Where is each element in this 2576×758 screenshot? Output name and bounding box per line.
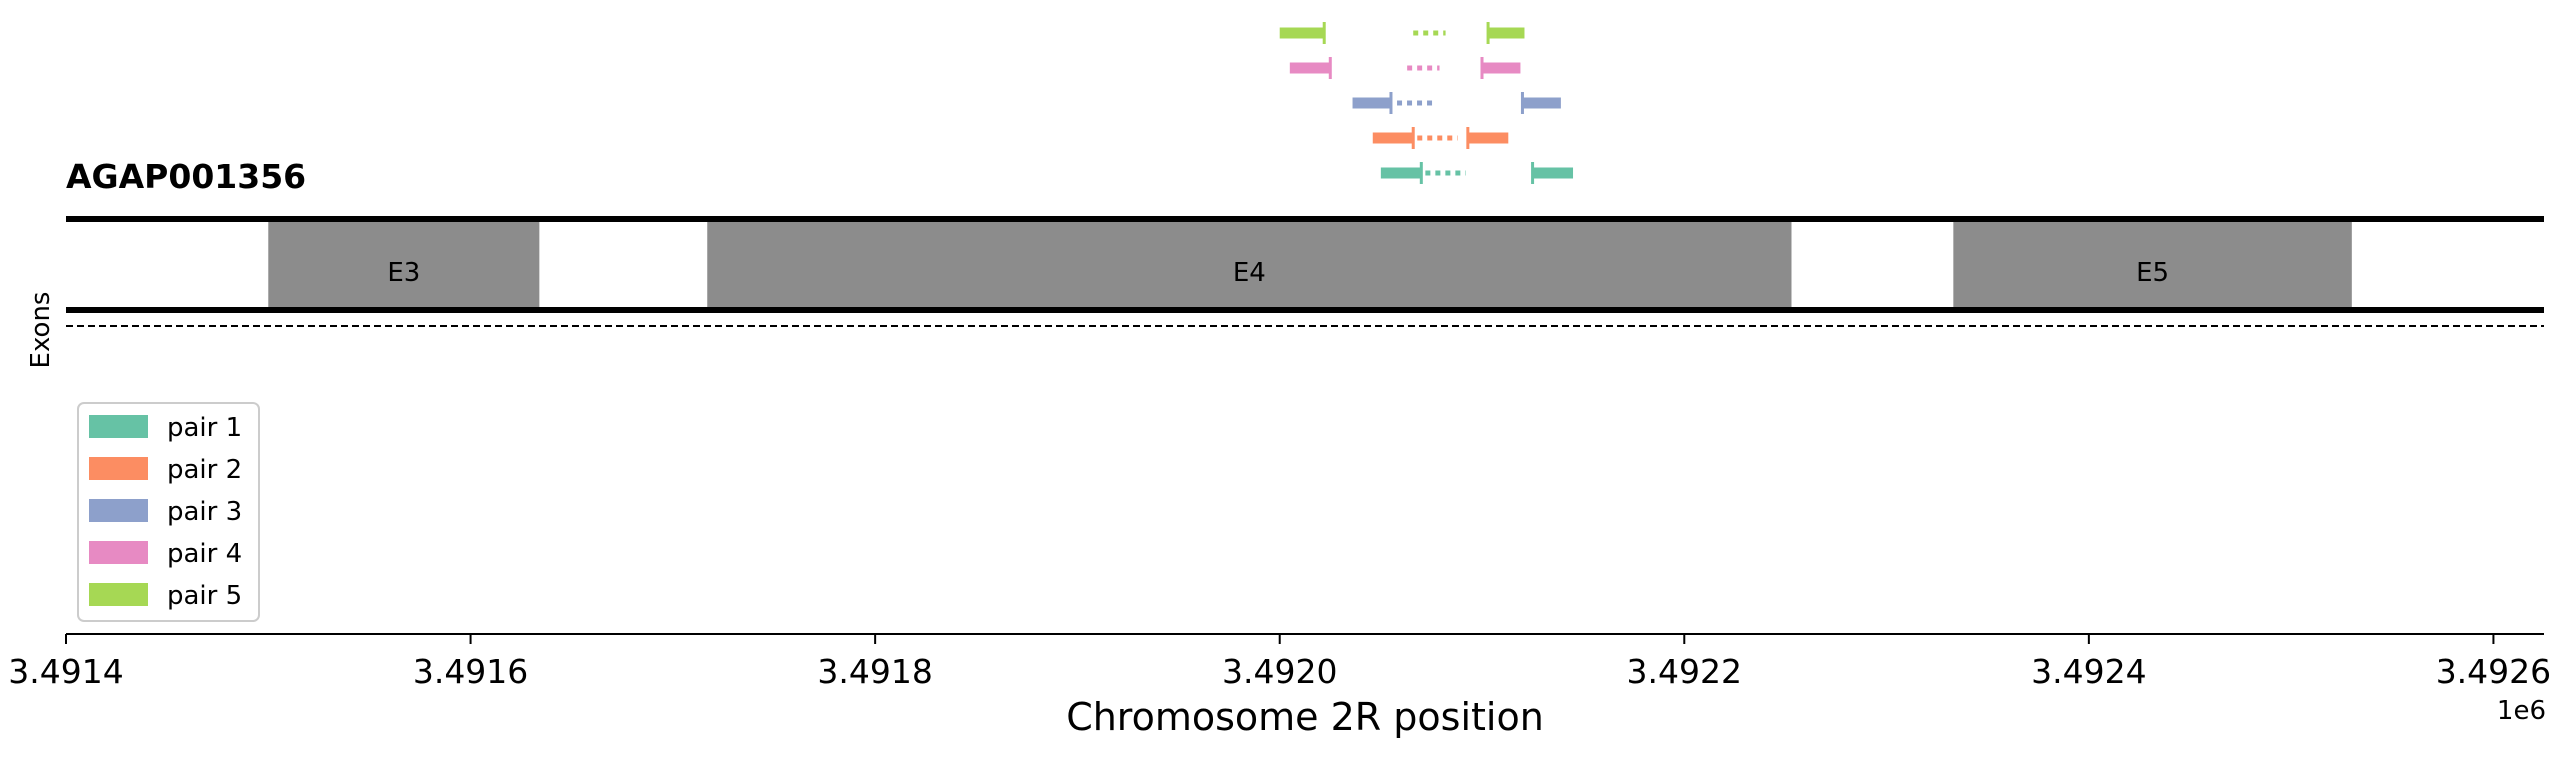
legend-swatch: [89, 457, 148, 480]
x-tick-label: 3.4916: [413, 652, 528, 691]
legend-label: pair 1: [167, 413, 242, 443]
legend-swatch: [89, 415, 148, 438]
legend-label: pair 5: [167, 581, 242, 611]
x-tick-label: 3.4914: [8, 652, 123, 691]
x-tick-label: 3.4924: [2031, 652, 2146, 691]
x-tick-label: 3.4926: [2436, 652, 2551, 691]
exon-box: [1953, 222, 2352, 307]
exon-box: [268, 222, 540, 307]
x-tick-label: 3.4920: [1222, 652, 1337, 691]
primer-pairs: [1279, 22, 1574, 184]
legend-label: pair 2: [167, 455, 242, 485]
exon-label: E4: [1233, 258, 1266, 288]
gene-title: AGAP001356: [66, 157, 306, 196]
legend-label: pair 4: [167, 539, 242, 569]
exon-label: E5: [2136, 258, 2169, 288]
legend-swatch: [89, 541, 148, 564]
x-axis: 3.4914 3.4916 3.4918 3.4920 3.4922 3.4924 3.49…: [8, 633, 2551, 691]
legend-label: pair 3: [167, 497, 242, 527]
legend-swatch: [89, 583, 148, 606]
legend: pair 1 pair 2 pair 3 pair 4 pair 5: [77, 402, 260, 622]
x-tick-label: 3.4922: [1627, 652, 1742, 691]
x-axis-label: Chromosome 2R position: [1066, 695, 1544, 739]
exon-label: E3: [387, 258, 420, 288]
track-label: Exons: [26, 292, 56, 369]
exon-track: E3 E4 E5: [66, 216, 2544, 327]
exon-box: [707, 222, 1792, 307]
x-tick-label: 3.4918: [817, 652, 932, 691]
legend-swatch: [89, 499, 148, 522]
x-offset-label: 1e6: [2497, 696, 2546, 726]
